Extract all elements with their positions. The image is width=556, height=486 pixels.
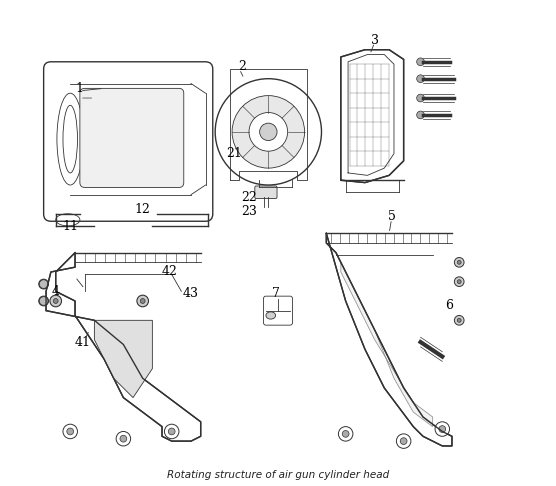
Circle shape <box>140 298 145 303</box>
Circle shape <box>457 318 461 322</box>
Polygon shape <box>341 50 404 183</box>
Circle shape <box>215 79 321 185</box>
Circle shape <box>39 296 48 306</box>
Text: Rotating structure of air gun cylinder head: Rotating structure of air gun cylinder h… <box>167 470 389 480</box>
Circle shape <box>416 94 424 102</box>
Circle shape <box>168 428 175 435</box>
Circle shape <box>39 296 48 305</box>
Polygon shape <box>326 233 452 446</box>
Text: 43: 43 <box>183 287 199 300</box>
Circle shape <box>50 295 62 307</box>
Circle shape <box>454 315 464 325</box>
Polygon shape <box>46 253 201 441</box>
Circle shape <box>396 434 411 449</box>
Text: 41: 41 <box>75 335 90 348</box>
Circle shape <box>439 426 446 433</box>
Ellipse shape <box>57 93 83 185</box>
Circle shape <box>39 279 48 289</box>
Circle shape <box>416 58 424 66</box>
Circle shape <box>63 424 77 439</box>
Circle shape <box>137 295 148 307</box>
Text: 2: 2 <box>238 60 246 73</box>
Circle shape <box>416 111 424 119</box>
Circle shape <box>342 431 349 437</box>
Text: 22: 22 <box>241 191 257 204</box>
Polygon shape <box>341 262 433 427</box>
Text: 7: 7 <box>272 287 280 300</box>
Circle shape <box>165 424 179 439</box>
Circle shape <box>435 422 450 436</box>
Text: 5: 5 <box>388 210 395 223</box>
Ellipse shape <box>266 312 276 319</box>
Circle shape <box>120 435 127 442</box>
Circle shape <box>232 96 305 168</box>
FancyBboxPatch shape <box>264 296 292 325</box>
FancyBboxPatch shape <box>255 186 277 199</box>
Polygon shape <box>95 320 152 398</box>
FancyBboxPatch shape <box>80 88 184 188</box>
Text: 23: 23 <box>241 205 257 218</box>
Text: 1: 1 <box>76 82 84 95</box>
Text: 6: 6 <box>445 299 454 312</box>
Circle shape <box>260 123 277 140</box>
Text: 4: 4 <box>52 285 59 298</box>
Circle shape <box>116 432 131 446</box>
Text: 21: 21 <box>227 147 242 160</box>
Circle shape <box>339 427 353 441</box>
Text: 42: 42 <box>161 265 177 278</box>
Circle shape <box>457 260 461 264</box>
Text: 11: 11 <box>62 220 78 233</box>
Circle shape <box>416 75 424 83</box>
Circle shape <box>457 280 461 284</box>
Circle shape <box>400 438 407 445</box>
Text: 12: 12 <box>135 203 151 216</box>
Circle shape <box>53 298 58 303</box>
FancyBboxPatch shape <box>43 62 213 221</box>
Circle shape <box>67 428 73 435</box>
Text: 3: 3 <box>371 34 379 47</box>
Circle shape <box>39 280 48 288</box>
Circle shape <box>454 258 464 267</box>
Circle shape <box>454 277 464 286</box>
Ellipse shape <box>63 105 77 173</box>
Circle shape <box>249 113 287 151</box>
